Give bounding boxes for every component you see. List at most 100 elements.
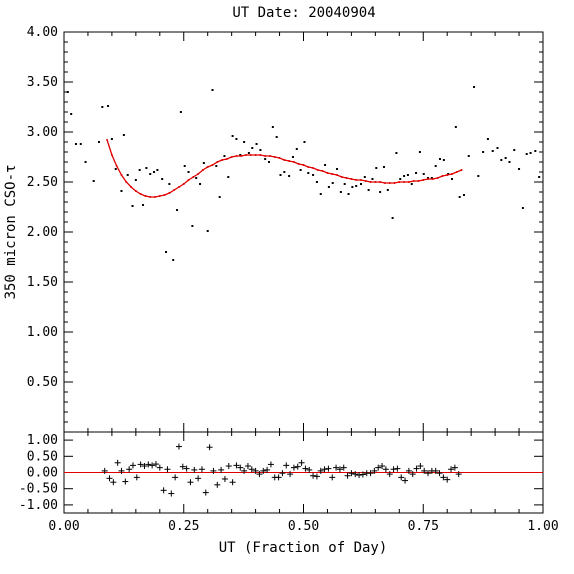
data-point (251, 147, 254, 149)
residual-point (402, 477, 409, 484)
residual-point (279, 470, 286, 477)
data-point (447, 173, 450, 175)
fit-marker (158, 195, 161, 197)
data-point (183, 165, 186, 167)
fit-marker (249, 154, 252, 156)
data-point (199, 183, 202, 185)
residual-point (398, 474, 405, 481)
data-point (410, 183, 413, 185)
y-tick-label: 1.00 (27, 325, 58, 340)
data-point (367, 189, 370, 191)
x-tick-label: 0.75 (408, 519, 439, 534)
fit-marker (259, 154, 262, 156)
y-axis-title: 350 micron CSO-τ (3, 165, 19, 300)
data-point (161, 178, 164, 180)
residual-y-tick-label: 0.50 (27, 449, 58, 464)
residual-point (168, 490, 175, 497)
fit-marker (388, 182, 391, 184)
chart-title: UT Date: 20040904 (232, 5, 375, 21)
data-point (415, 172, 418, 174)
lower-y-axis: 1.000.50 0.00-0.50-1.00 (19, 433, 543, 513)
residual-point (256, 471, 263, 478)
fit-line (106, 139, 462, 198)
data-point (327, 186, 330, 188)
data-point (92, 180, 95, 182)
residual-point (114, 459, 121, 466)
x-tick-label: 0.25 (168, 519, 199, 534)
residual-point (451, 464, 458, 471)
fit-marker (173, 189, 176, 191)
fit-marker (115, 165, 118, 167)
data-point (168, 183, 171, 185)
data-point (145, 167, 148, 169)
residual-point (244, 463, 251, 470)
residual-y-tick-label: -1.00 (19, 498, 58, 513)
fit-marker (340, 176, 343, 178)
data-point (101, 106, 104, 108)
residual-point (252, 467, 259, 474)
data-point (110, 138, 113, 140)
fit-marker (321, 170, 324, 172)
data-point (247, 152, 250, 154)
data-point (66, 91, 69, 93)
residual-point (225, 463, 232, 470)
fit-marker (197, 173, 200, 175)
residual-point (172, 474, 179, 481)
fit-marker (216, 161, 219, 163)
residual-point (233, 462, 240, 469)
data-point (439, 158, 442, 160)
data-point (422, 173, 425, 175)
y-tick-label: 2.00 (27, 225, 58, 240)
fit-marker (240, 155, 243, 157)
residual-point (179, 463, 186, 470)
fit-marker (292, 161, 295, 163)
data-point (268, 161, 271, 163)
residual-point (241, 467, 248, 474)
data-point (227, 176, 230, 178)
fit-marker (264, 155, 267, 157)
residual-point (379, 463, 386, 470)
fit-marker (130, 186, 133, 188)
fit-marker (450, 173, 453, 175)
fit-marker (364, 180, 367, 182)
data-point (131, 205, 134, 207)
fit-marker (307, 166, 310, 168)
residual-point (187, 479, 194, 486)
residual-point (137, 461, 144, 468)
residual-point (329, 474, 336, 481)
residual-point (302, 465, 309, 472)
data-point (538, 176, 541, 178)
data-point (382, 166, 385, 168)
residual-point (455, 471, 462, 478)
upper-data-points (66, 86, 541, 261)
data-point (482, 151, 485, 153)
data-point (399, 178, 402, 180)
data-point (79, 143, 82, 145)
data-point (165, 251, 168, 253)
residual-point (126, 466, 133, 473)
data-point (430, 177, 433, 179)
data-point (70, 113, 73, 115)
residual-point (191, 466, 198, 473)
data-point (195, 177, 198, 179)
data-point (462, 194, 465, 196)
data-point (179, 111, 182, 113)
residual-point (352, 471, 359, 478)
fit-marker (278, 157, 281, 159)
residual-point (306, 466, 313, 473)
data-point (450, 178, 453, 180)
data-point (74, 143, 77, 145)
data-point (231, 135, 234, 137)
data-point (149, 173, 152, 175)
residual-point (106, 475, 113, 482)
fit-marker (120, 174, 123, 176)
y-tick-label: 4.00 (27, 25, 58, 40)
data-point (395, 152, 398, 154)
data-point (375, 167, 378, 169)
fit-marker (245, 154, 248, 156)
data-point (351, 186, 354, 188)
data-point (529, 152, 532, 154)
data-point (84, 161, 87, 163)
fit-marker (316, 169, 319, 171)
data-point (534, 150, 537, 152)
